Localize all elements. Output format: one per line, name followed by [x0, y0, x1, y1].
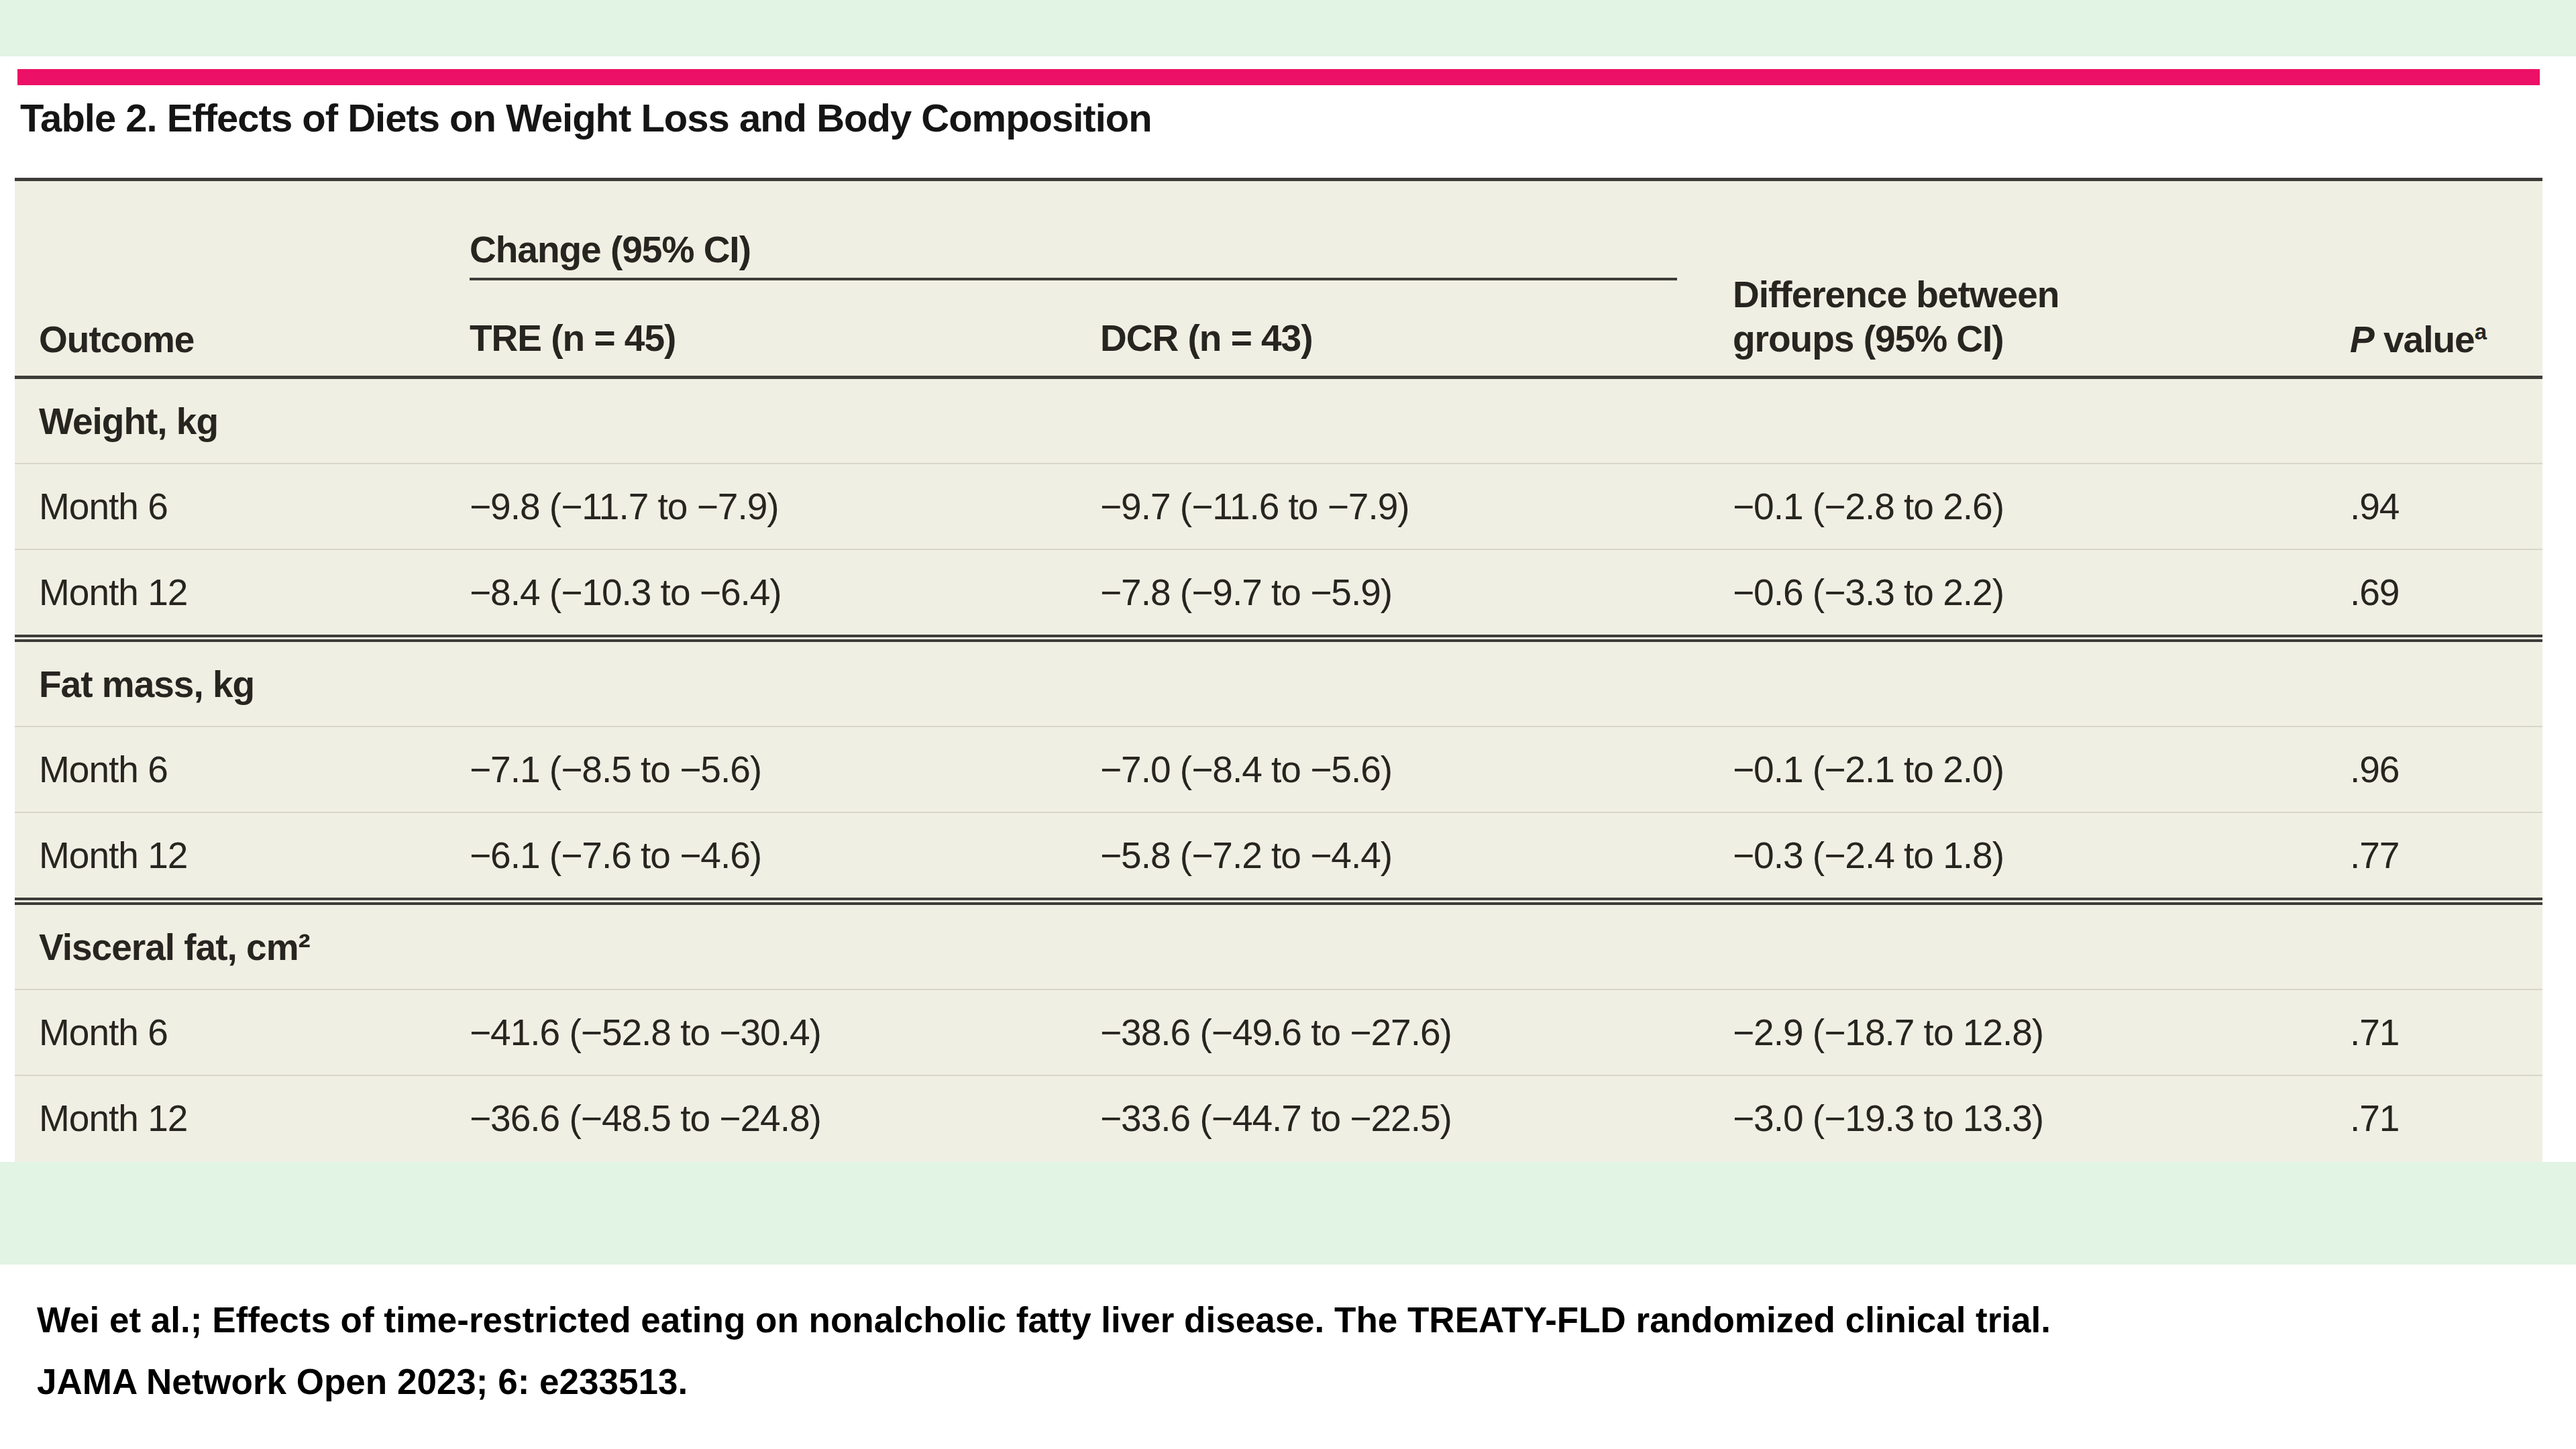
- table-row: Month 6−7.1 (−8.5 to −5.6)−7.0 (−8.4 to …: [15, 726, 2542, 812]
- row-label: Month 12: [15, 834, 470, 877]
- difference-value: −3.0 (−19.3 to 13.3): [1733, 1097, 2350, 1140]
- citation-line-2: JAMA Network Open 2023; 6: e233513.: [37, 1351, 2553, 1413]
- section-divider: [15, 898, 2542, 905]
- tre-value: −36.6 (−48.5 to −24.8): [470, 1097, 1100, 1140]
- dcr-value: −7.8 (−9.7 to −5.9): [1100, 571, 1733, 614]
- dcr-value: −33.6 (−44.7 to −22.5): [1100, 1097, 1733, 1140]
- difference-value: −0.1 (−2.1 to 2.0): [1733, 748, 2350, 791]
- bottom-green-band: [0, 1162, 2576, 1265]
- row-label: Month 6: [15, 1011, 470, 1054]
- jama-accent-bar: [17, 69, 2540, 85]
- difference-value: −2.9 (−18.7 to 12.8): [1733, 1011, 2350, 1054]
- tre-value: −9.8 (−11.7 to −7.9): [470, 485, 1100, 528]
- dcr-value: −38.6 (−49.6 to −27.6): [1100, 1011, 1733, 1054]
- column-header-difference: Difference between groups (95% CI): [1733, 272, 2350, 376]
- column-header-outcome: Outcome: [15, 318, 470, 376]
- p-value: .71: [2350, 1011, 2542, 1054]
- row-label: Month 12: [15, 571, 470, 614]
- table-body: Weight, kgMonth 6−9.8 (−11.7 to −7.9)−9.…: [15, 379, 2542, 1161]
- page: { "page": { "title": "Table 2. Effects o…: [0, 0, 2576, 1449]
- section-header-row: Visceral fat, cm²: [15, 905, 2542, 989]
- citation-line-1: Wei et al.; Effects of time-restricted e…: [37, 1289, 2553, 1351]
- outcomes-table: Outcome Change (95% CI) TRE (n = 45) DCR…: [15, 178, 2542, 1162]
- p-value-rest: value: [2374, 319, 2475, 360]
- table-row: Month 12−8.4 (−10.3 to −6.4)−7.8 (−9.7 t…: [15, 549, 2542, 635]
- section-divider: [15, 635, 2542, 642]
- row-label: Month 6: [15, 485, 470, 528]
- p-value: .69: [2350, 571, 2542, 614]
- difference-value: −0.3 (−2.4 to 1.8): [1733, 834, 2350, 877]
- column-spanner-change-95ci: Change (95% CI): [470, 228, 1677, 280]
- section-label: Weight, kg: [15, 400, 470, 443]
- p-value: .96: [2350, 748, 2542, 791]
- p-value: .94: [2350, 485, 2542, 528]
- dcr-value: −9.7 (−11.6 to −7.9): [1100, 485, 1733, 528]
- row-label: Month 6: [15, 748, 470, 791]
- row-label: Month 12: [15, 1097, 470, 1140]
- table-header: Outcome Change (95% CI) TRE (n = 45) DCR…: [15, 181, 2542, 379]
- table-row: Month 6−9.8 (−11.7 to −7.9)−9.7 (−11.6 t…: [15, 463, 2542, 549]
- column-header-p-value: P valuea: [2350, 318, 2542, 376]
- difference-value: −0.6 (−3.3 to 2.2): [1733, 571, 2350, 614]
- top-green-band: [0, 0, 2576, 56]
- tre-value: −8.4 (−10.3 to −6.4): [470, 571, 1100, 614]
- section-header-row: Fat mass, kg: [15, 642, 2542, 726]
- p-value: .77: [2350, 834, 2542, 877]
- section-label: Visceral fat, cm²: [15, 926, 470, 969]
- dcr-value: −7.0 (−8.4 to −5.6): [1100, 748, 1733, 791]
- difference-value: −0.1 (−2.8 to 2.6): [1733, 485, 2350, 528]
- column-header-tre: TRE (n = 45): [470, 317, 1100, 376]
- section-header-row: Weight, kg: [15, 379, 2542, 463]
- tre-value: −7.1 (−8.5 to −5.6): [470, 748, 1100, 791]
- p-value-footnote-marker: a: [2475, 319, 2486, 344]
- table-row: Month 6−41.6 (−52.8 to −30.4)−38.6 (−49.…: [15, 989, 2542, 1075]
- table-title: Table 2. Effects of Diets on Weight Loss…: [20, 95, 1152, 140]
- column-header-dcr: DCR (n = 43): [1100, 317, 1733, 376]
- p-value: .71: [2350, 1097, 2542, 1140]
- table-figure-panel: Table 2. Effects of Diets on Weight Loss…: [0, 56, 2576, 1162]
- section-label: Fat mass, kg: [15, 663, 470, 706]
- table-row: Month 12−6.1 (−7.6 to −4.6)−5.8 (−7.2 to…: [15, 812, 2542, 898]
- tre-value: −41.6 (−52.8 to −30.4): [470, 1011, 1100, 1054]
- dcr-value: −5.8 (−7.2 to −4.4): [1100, 834, 1733, 877]
- tre-value: −6.1 (−7.6 to −4.6): [470, 834, 1100, 877]
- citation: Wei et al.; Effects of time-restricted e…: [37, 1289, 2553, 1413]
- table-row: Month 12−36.6 (−48.5 to −24.8)−33.6 (−44…: [15, 1075, 2542, 1161]
- p-value-italic-p: P: [2350, 319, 2374, 360]
